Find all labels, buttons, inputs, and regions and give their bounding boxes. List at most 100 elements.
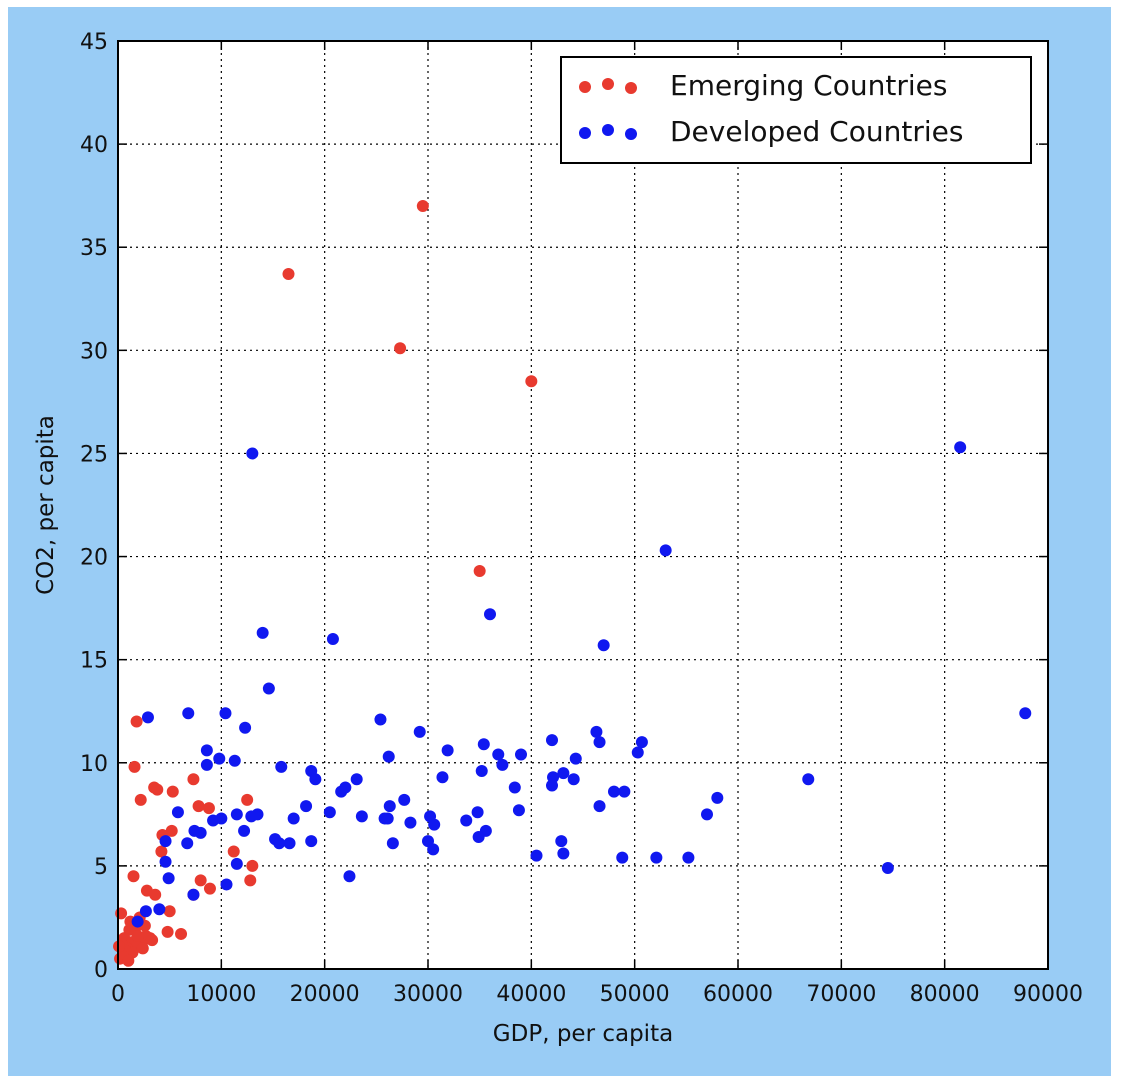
- developed-country-point: [287, 812, 300, 825]
- developed-country-point: [557, 847, 570, 860]
- developed-country-point: [305, 835, 318, 848]
- developed-country-point: [569, 752, 582, 765]
- developed-country-point: [350, 773, 363, 786]
- developed-country-point: [441, 744, 454, 757]
- developed-country-point: [471, 806, 484, 819]
- developed-country-point: [682, 851, 695, 864]
- x-tick-label: 70000: [806, 982, 876, 1007]
- x-tick-label: 40000: [496, 982, 566, 1007]
- developed-country-point: [460, 814, 473, 827]
- developed-country-point: [141, 711, 154, 724]
- plot-border: [117, 40, 1049, 970]
- developed-country-point: [153, 903, 166, 916]
- developed-country-point: [593, 736, 606, 749]
- legend-marker: [625, 82, 637, 94]
- data-points: [113, 199, 1032, 967]
- emerging-country-point: [166, 785, 179, 798]
- x-tick-label: 0: [111, 982, 125, 1007]
- emerging-country-point: [130, 715, 143, 728]
- y-tick-label: 20: [80, 546, 108, 571]
- legend-marker: [602, 124, 614, 136]
- legend-label: Developed Countries: [670, 115, 963, 148]
- scatter-chart: 0 10000 20000 30000 40000 50000 60000 70000 8000…: [33, 30, 1083, 1047]
- x-axis-label: GDP, per capita: [493, 1021, 673, 1047]
- developed-country-point: [496, 758, 509, 771]
- emerging-country-point: [131, 930, 144, 943]
- developed-country-point: [631, 746, 644, 759]
- developed-country-point: [508, 781, 521, 794]
- emerging-country-point: [146, 934, 159, 947]
- x-tick-label: 30000: [393, 982, 463, 1007]
- developed-country-point: [219, 707, 232, 720]
- developed-country-point: [374, 713, 387, 726]
- x-tick-label: 80000: [910, 982, 980, 1007]
- developed-country-point: [546, 779, 558, 792]
- developed-country-point: [512, 804, 525, 817]
- developed-country-point: [428, 818, 441, 831]
- y-axis-label: CO2, per capita: [33, 415, 59, 595]
- developed-country-point: [228, 754, 241, 767]
- developed-country-point: [650, 851, 663, 864]
- developed-country-point: [159, 835, 172, 848]
- x-tick-label: 90000: [1013, 982, 1083, 1007]
- axis-ticks: [117, 40, 1049, 970]
- legend: Emerging Countries Developed Countries: [560, 56, 1032, 164]
- legend-entry-emerging: Emerging Countries: [579, 69, 947, 102]
- y-tick-labels: 0 5 10 15 20 25 30 35 40 45: [80, 30, 108, 983]
- developed-country-point: [335, 785, 348, 798]
- legend-label: Emerging Countries: [670, 69, 947, 102]
- developed-country-point: [383, 800, 396, 813]
- developed-country-point: [246, 447, 259, 460]
- developed-country-point: [382, 750, 395, 763]
- y-tick-label: 45: [80, 30, 108, 55]
- developed-country-point: [355, 810, 368, 823]
- y-tick-label: 0: [94, 958, 108, 983]
- emerging-country-point: [202, 802, 215, 815]
- emerging-country-point: [246, 859, 259, 872]
- emerging-country-point: [115, 907, 128, 920]
- developed-country-point: [275, 760, 288, 773]
- developed-country-point: [300, 800, 313, 813]
- emerging-country-point: [134, 793, 147, 806]
- developed-country-point: [616, 851, 629, 864]
- developed-country-point: [427, 843, 440, 856]
- emerging-country-point: [525, 375, 538, 388]
- emerging-country-point: [128, 760, 141, 773]
- y-tick-label: 15: [80, 649, 108, 674]
- emerging-country-point: [203, 882, 216, 895]
- developed-country-point: [323, 806, 336, 819]
- developed-country-point: [711, 791, 724, 804]
- developed-country-point: [881, 861, 894, 874]
- developed-country-point: [436, 771, 449, 784]
- developed-country-point: [557, 767, 570, 780]
- developed-country-point: [1019, 707, 1032, 720]
- developed-country-point: [404, 816, 417, 829]
- developed-country-point: [472, 831, 485, 844]
- developed-country-point: [343, 870, 356, 883]
- developed-country-point: [251, 808, 264, 821]
- developed-country-point: [326, 633, 339, 646]
- emerging-country-point: [175, 927, 188, 940]
- developed-country-point: [256, 626, 269, 639]
- x-tick-labels: 0 10000 20000 30000 40000 50000 60000 70000 8000…: [111, 982, 1083, 1007]
- developed-country-point: [659, 544, 672, 557]
- emerging-country-point: [165, 824, 178, 837]
- x-tick-label: 10000: [186, 982, 256, 1007]
- developed-country-point: [220, 878, 233, 891]
- y-tick-label: 40: [80, 133, 108, 158]
- emerging-country-point: [122, 954, 135, 967]
- developed-country-point: [635, 736, 648, 749]
- legend-marker: [579, 127, 591, 139]
- developed-country-point: [413, 725, 426, 738]
- developed-country-point: [159, 855, 172, 868]
- x-tick-label: 60000: [703, 982, 773, 1007]
- developed-country-point: [378, 812, 391, 825]
- x-tick-label: 50000: [600, 982, 670, 1007]
- developed-country-point: [283, 837, 296, 850]
- developed-country-point: [492, 748, 505, 761]
- developed-country-point: [484, 608, 496, 621]
- emerging-country-point: [416, 199, 429, 212]
- developed-country-point: [590, 725, 603, 738]
- y-tick-label: 35: [80, 236, 108, 261]
- developed-country-point: [230, 808, 243, 821]
